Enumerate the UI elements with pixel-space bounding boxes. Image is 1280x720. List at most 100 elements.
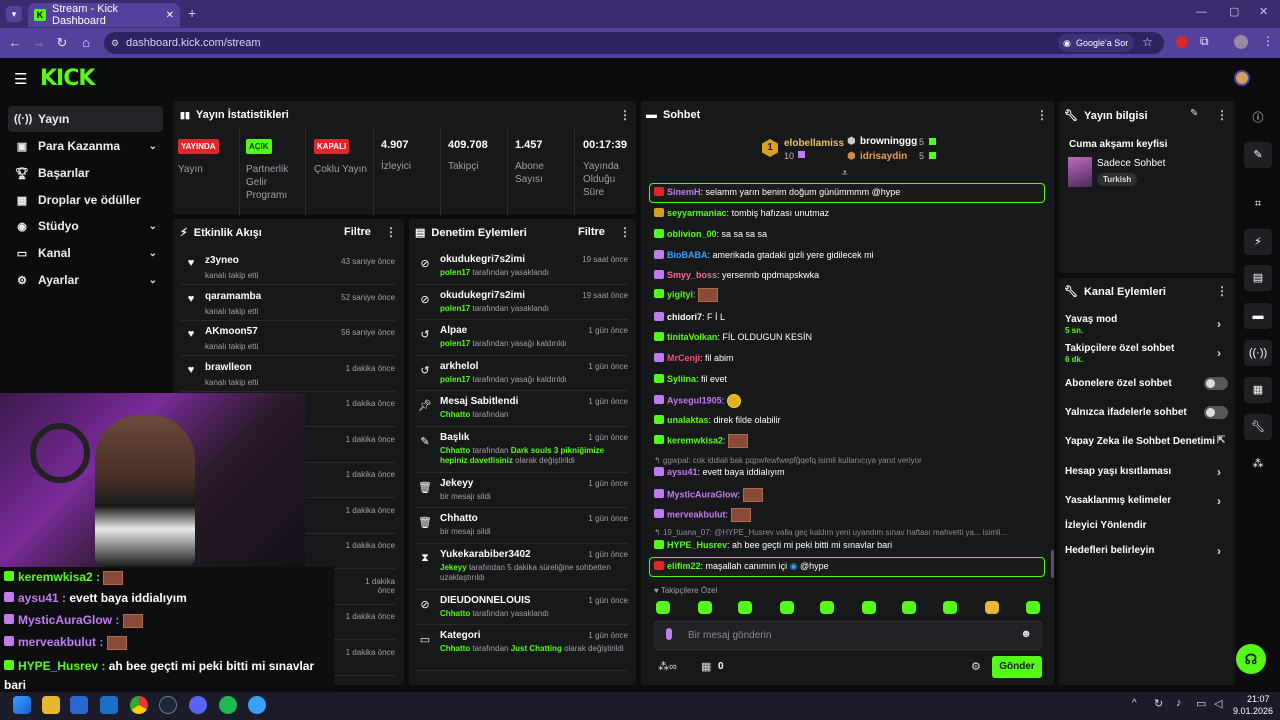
moderator-name[interactable]: Jekeyy bbox=[440, 562, 467, 572]
browser-tab[interactable]: K Stream - Kick Dashboard ✕ bbox=[28, 3, 180, 27]
chat-scrollbar[interactable] bbox=[1051, 550, 1054, 578]
chat-username[interactable]: BioBABA bbox=[667, 250, 708, 260]
tray-network-icon[interactable]: ▭ bbox=[1196, 698, 1207, 710]
moderator-name[interactable]: polen17 bbox=[440, 268, 471, 277]
chat-username[interactable]: chidori7 bbox=[667, 312, 703, 322]
chevron-right-icon[interactable]: › bbox=[1217, 317, 1221, 331]
moderator-name[interactable]: Chhatto bbox=[440, 608, 471, 618]
activity-user-name[interactable]: qaramamba bbox=[205, 290, 262, 302]
moderator-name[interactable]: Chhatto bbox=[440, 644, 471, 653]
channel-action-label[interactable]: Yalnızca ifadelerle sohbet bbox=[1065, 407, 1187, 418]
chrome-icon[interactable] bbox=[130, 696, 148, 714]
wrench-icon[interactable]: 🔧︎ bbox=[1244, 414, 1272, 440]
channel-action-label[interactable]: Abonelere özel sohbet bbox=[1065, 378, 1172, 389]
third-gifter-name[interactable]: idrisaydin bbox=[860, 151, 908, 162]
sidebar-item-studyo[interactable]: ◉ Stüdyo ⌄ bbox=[8, 213, 163, 239]
chat-username[interactable]: tinitaVolkan bbox=[667, 332, 718, 342]
moderation-target[interactable]: okudukegri7s2imi bbox=[440, 289, 526, 301]
chat-message[interactable]: chidori7: F İ L bbox=[654, 312, 725, 322]
sidebar-item-para-kazanma[interactable]: ▣ Para Kazanma ⌄ bbox=[8, 133, 163, 159]
chat-reply-context[interactable]: ↰ 19_tuana_07: @HYPE_Husrev valla geç ka… bbox=[654, 528, 1007, 537]
chat-message[interactable]: oblivion_00: sa sa sa sa bbox=[654, 229, 767, 239]
moderation-target[interactable]: arkhelol bbox=[440, 360, 479, 372]
activity-user-name[interactable]: AKmoon57 bbox=[205, 326, 258, 337]
chevron-right-icon[interactable]: › bbox=[1217, 346, 1221, 360]
spotify-icon[interactable] bbox=[219, 696, 237, 714]
chevron-right-icon[interactable]: › bbox=[1217, 494, 1221, 508]
chat-username[interactable]: seyyarmaniac bbox=[667, 208, 727, 218]
address-bar[interactable]: ⚙ dashboard.kick.com/stream bbox=[104, 32, 1164, 54]
store-icon[interactable] bbox=[70, 696, 88, 714]
home-icon[interactable]: ⌂ bbox=[82, 35, 90, 50]
chat-mention[interactable]: @hype bbox=[799, 561, 829, 571]
chat-message[interactable]: MrCenji: fil abim bbox=[654, 353, 734, 363]
new-tab-button[interactable]: + bbox=[188, 5, 197, 21]
chat-username[interactable]: merveakbulut bbox=[667, 509, 726, 520]
emoji-icon[interactable]: ☻ bbox=[1020, 628, 1032, 640]
activity-menu-icon[interactable]: ⋮ bbox=[385, 225, 397, 239]
chat-message[interactable]: merveakbulut: bbox=[654, 508, 751, 522]
more-apps-icon[interactable]: ⁂ bbox=[1252, 458, 1264, 470]
sidebar-item-kanal[interactable]: ▭ Kanal ⌄ bbox=[8, 240, 163, 266]
quick-emote[interactable] bbox=[698, 601, 712, 614]
windows-start-icon[interactable] bbox=[13, 696, 31, 714]
moderation-target[interactable]: Jekeyy bbox=[440, 477, 474, 489]
external-link-icon[interactable]: ⇱ bbox=[1217, 435, 1226, 446]
channel-action-label[interactable]: Yasaklanmış kelimeler bbox=[1065, 495, 1172, 506]
chevron-right-icon[interactable]: › bbox=[1217, 544, 1221, 558]
file-explorer-icon[interactable] bbox=[42, 696, 60, 714]
tab-menu-icon[interactable]: ▾ bbox=[6, 6, 22, 22]
chat-icon[interactable]: ▬ bbox=[1244, 303, 1272, 329]
channel-action-label[interactable]: Takipçilere özel sohbet bbox=[1065, 343, 1175, 354]
layout-icon[interactable]: ▦ bbox=[1244, 377, 1272, 403]
chat-input[interactable]: Bir mesaj gönderin ☻ bbox=[654, 621, 1042, 650]
sidebar-item-ayarlar[interactable]: ⚙ Ayarlar ⌄ bbox=[8, 267, 163, 293]
quick-emote[interactable] bbox=[862, 601, 876, 614]
moderation-target[interactable]: Mesaj Sabitlendi bbox=[440, 396, 519, 407]
quick-emote[interactable] bbox=[902, 601, 916, 614]
chat-message[interactable]: tinitaVolkan: FİL OLDUGUN KESİN bbox=[654, 332, 812, 342]
moderator-name[interactable]: Chhatto bbox=[440, 410, 471, 419]
chat-message[interactable]: MysticAuraGlow: bbox=[654, 488, 763, 502]
activity-filter-button[interactable]: Filtre bbox=[344, 226, 371, 238]
tray-chevron-icon[interactable]: ^ bbox=[1132, 698, 1137, 709]
chat-message[interactable]: keremwkisa2: bbox=[654, 434, 749, 448]
channel-action-label[interactable]: Hesap yaşı kısıtlaması bbox=[1065, 466, 1172, 477]
moderation-target[interactable]: DIEUDONNELOUIS bbox=[440, 594, 531, 606]
top-gifter-name[interactable]: elobellamiss bbox=[784, 138, 845, 149]
chat-settings-icon[interactable]: ⚙ bbox=[971, 661, 981, 673]
chat-username[interactable]: Aysegul1905 bbox=[667, 395, 722, 406]
moderator-name[interactable]: Chhatto bbox=[440, 445, 471, 455]
moderation-target[interactable]: Chhatto bbox=[440, 513, 478, 524]
quick-emote[interactable] bbox=[738, 601, 752, 614]
moderation-menu-icon[interactable]: ⋮ bbox=[619, 225, 631, 239]
steam-icon[interactable] bbox=[159, 696, 177, 714]
forward-icon[interactable]: → bbox=[32, 35, 46, 50]
extensions-puzzle-icon[interactable]: ⧉ bbox=[1200, 34, 1209, 48]
quick-emote[interactable] bbox=[780, 601, 794, 614]
points-infinity-icon[interactable]: ⁂∞ bbox=[658, 661, 677, 673]
quick-emote[interactable] bbox=[1026, 601, 1040, 614]
activity-user-name[interactable]: brawlleon bbox=[205, 361, 252, 373]
store-icon[interactable]: ▦ bbox=[701, 661, 712, 673]
second-gifter-name[interactable]: browninggg bbox=[860, 136, 918, 147]
send-button[interactable]: Gönder bbox=[992, 656, 1042, 678]
pencil-icon[interactable]: ✎ bbox=[1244, 142, 1272, 168]
toggle-switch[interactable] bbox=[1204, 377, 1228, 390]
google-ask-button[interactable]: ◉ Google'a Sor bbox=[1058, 34, 1135, 52]
chat-username[interactable]: Smyy_boss bbox=[667, 270, 718, 280]
moderation-target[interactable]: Başlık bbox=[440, 431, 470, 443]
chat-username[interactable]: MysticAuraGlow bbox=[667, 489, 738, 500]
sidebar-item-basarilar[interactable]: 🏆︎ Başarılar bbox=[8, 160, 163, 186]
site-info-icon[interactable]: ⚙ bbox=[111, 37, 120, 48]
window-minimize-icon[interactable]: — bbox=[1196, 6, 1207, 18]
chat-username[interactable]: unalaktas bbox=[667, 415, 709, 425]
chat-username[interactable]: MrCenji bbox=[667, 353, 701, 363]
quick-emote[interactable] bbox=[985, 601, 999, 614]
chat-message[interactable]: BioBABA: amerikada gtadaki gizli yere gi… bbox=[654, 250, 874, 260]
scan-icon[interactable]: ⌗ bbox=[1254, 198, 1262, 210]
chat-message[interactable]: seyyarmaniac: tombiş hafızası unutmaz bbox=[654, 208, 829, 218]
chat-message[interactable]: elifim22: maşallah canımın içi ◉ @hype bbox=[654, 561, 829, 572]
moderator-name[interactable]: polen17 bbox=[440, 374, 471, 384]
toggle-switch[interactable] bbox=[1204, 406, 1228, 419]
